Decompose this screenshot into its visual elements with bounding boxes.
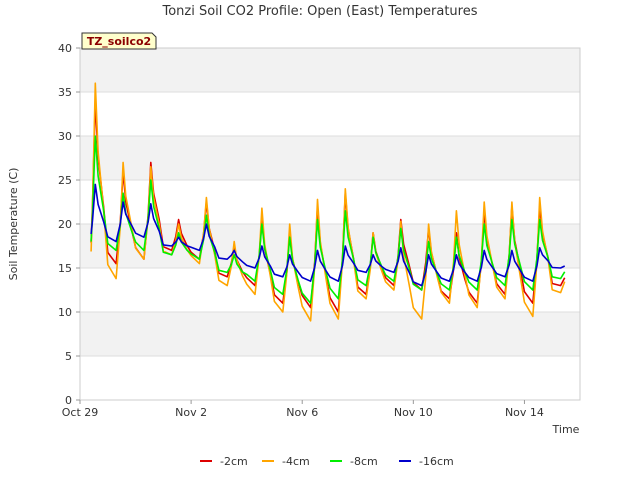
legend-label: -4cm (282, 455, 310, 468)
y-tick-label: 30 (58, 130, 72, 143)
chart-title: Tonzi Soil CO2 Profile: Open (East) Temp… (161, 4, 477, 19)
series-lines (90, 82, 566, 322)
plot-band (80, 136, 580, 180)
y-tick-label: 10 (58, 306, 72, 319)
series-line-8cm (90, 135, 566, 304)
legend-label: -2cm (220, 455, 248, 468)
badge-label: TZ_soilco2 (87, 35, 151, 48)
plot-band (80, 224, 580, 268)
y-tick-label: 15 (58, 262, 72, 275)
site-badge: TZ_soilco2 (81, 32, 157, 50)
x-tick-label: Nov 14 (505, 406, 544, 419)
y-tick-label: 25 (58, 174, 72, 187)
y-axis-ticks: 0 5 10 15 20 25 30 35 40 (58, 42, 80, 407)
legend-label: -8cm (350, 455, 378, 468)
legend: -2cm -4cm -8cm -16cm (200, 455, 454, 468)
x-tick-label: Nov 6 (286, 406, 318, 419)
x-tick-label: Nov 2 (175, 406, 207, 419)
plot-band (80, 92, 580, 136)
x-tick-label: Oct 29 (62, 406, 99, 419)
series-line-16cm (90, 183, 566, 287)
legend-label: -16cm (419, 455, 454, 468)
plot-band (80, 180, 580, 224)
y-tick-label: 5 (65, 350, 72, 363)
plot-band (80, 48, 580, 92)
x-axis-label: Time (552, 423, 580, 436)
x-axis-ticks: Oct 29 Nov 2 Nov 6 Nov 10 Nov 14 (62, 400, 544, 419)
x-tick-label: Nov 10 (394, 406, 433, 419)
y-tick-label: 20 (58, 218, 72, 231)
plot-band (80, 356, 580, 400)
y-axis-label: Soil Temperature (C) (7, 168, 20, 281)
badge-box (81, 32, 157, 50)
y-tick-label: 0 (65, 394, 72, 407)
y-tick-label: 35 (58, 86, 72, 99)
plot-background (80, 48, 580, 400)
y-tick-label: 40 (58, 42, 72, 55)
plot-band (80, 312, 580, 356)
